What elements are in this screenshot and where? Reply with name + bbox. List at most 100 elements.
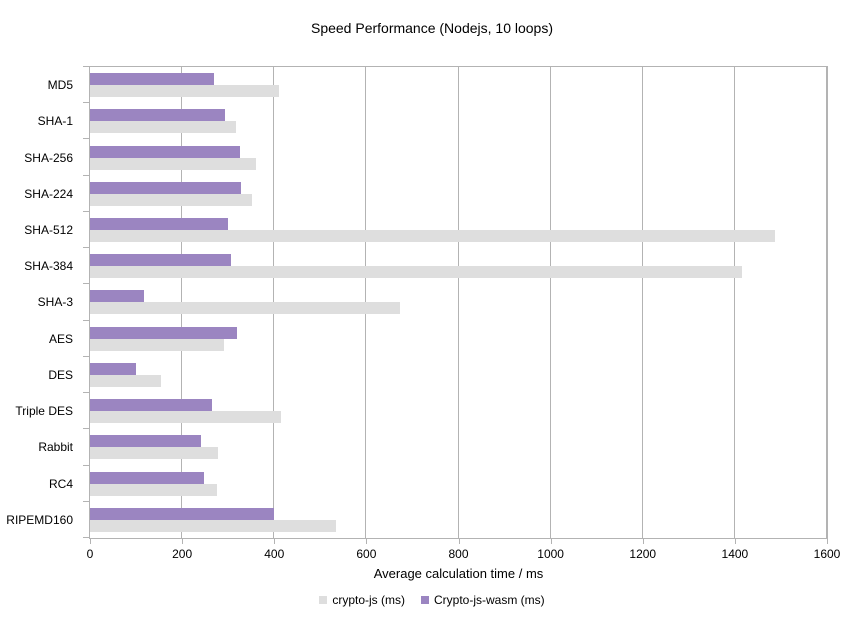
x-tick-label: 800	[448, 547, 469, 561]
x-tick-label: 0	[86, 547, 94, 561]
x-tick-mark	[827, 539, 828, 544]
legend-label: crypto-js (ms)	[332, 593, 405, 607]
bar	[90, 411, 281, 424]
y-tick-mark	[83, 283, 89, 284]
category-label: MD5	[47, 78, 73, 93]
legend-label: Crypto-js-wasm (ms)	[434, 593, 545, 607]
bar	[90, 302, 400, 315]
category-label: SHA-384	[24, 259, 73, 274]
x-axis-title: Average calculation time / ms	[373, 566, 544, 581]
chart-title: Speed Performance (Nodejs, 10 loops)	[310, 20, 554, 36]
bar	[90, 399, 212, 412]
x-tick-label: 400	[264, 547, 285, 561]
gridline	[826, 67, 827, 538]
legend-item: Crypto-js-wasm (ms)	[421, 593, 545, 607]
legend-swatch	[319, 596, 328, 604]
bar	[90, 121, 237, 134]
bar-group	[90, 466, 827, 502]
bar-group	[90, 176, 827, 212]
bar	[90, 326, 237, 339]
category-label: RIPEMD160	[6, 512, 73, 527]
bar	[90, 181, 241, 194]
bar	[90, 193, 252, 206]
y-tick-mark	[83, 428, 89, 429]
x-tick-label: 600	[356, 547, 377, 561]
x-tick-mark	[182, 539, 184, 544]
category-label: SHA-512	[24, 223, 73, 238]
category-label: AES	[48, 331, 73, 346]
plot-area	[89, 66, 828, 539]
x-tick-mark	[550, 539, 552, 544]
legend-swatch	[421, 596, 429, 604]
x-tick-mark	[734, 539, 736, 544]
legend: crypto-js (ms) Crypto-js-wasm (ms)	[0, 593, 864, 607]
bar	[90, 254, 232, 267]
category-label: RC4	[48, 476, 73, 491]
bar	[90, 73, 214, 86]
y-tick-mark	[83, 392, 89, 393]
bar	[90, 266, 743, 279]
bar-group	[90, 139, 827, 175]
x-tick-label: 1600	[813, 547, 841, 561]
y-axis-labels: MD5 SHA-1 SHA-256 SHA-224 SHA-512 SHA-384 SHA-…	[0, 66, 81, 539]
gridline	[549, 67, 551, 538]
y-tick-mark	[83, 501, 89, 502]
bar-group	[90, 103, 827, 139]
gridline	[641, 67, 643, 538]
category-label: SHA-224	[24, 186, 73, 201]
x-tick-label: 1400	[721, 547, 749, 561]
bar	[90, 338, 224, 351]
y-tick-mark	[83, 247, 89, 248]
bar	[90, 109, 226, 122]
bar	[90, 483, 217, 496]
y-tick-mark	[83, 356, 89, 357]
bar	[90, 507, 275, 520]
y-tick-mark	[83, 175, 89, 176]
bar	[90, 290, 145, 303]
bar	[90, 362, 136, 375]
category-label: Rabbit	[38, 440, 73, 455]
bar-group	[90, 212, 827, 248]
bar	[90, 519, 336, 532]
x-tick-label: 200	[172, 547, 193, 561]
bar	[90, 435, 202, 448]
bar-group	[90, 284, 827, 320]
x-tick-mark	[274, 539, 276, 544]
y-tick-mark	[83, 102, 89, 103]
x-tick-label: 1000	[537, 547, 564, 561]
y-tick-mark	[83, 211, 89, 212]
bar-group	[90, 357, 827, 393]
gridline	[733, 67, 735, 538]
bar-group	[90, 429, 827, 465]
category-label: Triple DES	[15, 404, 73, 419]
bar-group	[90, 502, 827, 538]
bar	[90, 85, 279, 98]
x-tick-label: 1200	[629, 547, 657, 561]
bar	[90, 145, 241, 158]
category-label: SHA-3	[37, 295, 73, 310]
bar-group	[90, 248, 827, 284]
x-tick-mark	[90, 539, 91, 544]
category-label: SHA-1	[37, 114, 73, 129]
y-tick-mark	[83, 465, 89, 466]
legend-item: crypto-js (ms)	[319, 593, 405, 607]
y-tick-mark	[83, 138, 89, 139]
bar-group	[90, 393, 827, 429]
gridline	[457, 67, 459, 538]
category-label: SHA-256	[24, 150, 73, 165]
bar-group	[90, 67, 827, 103]
bar	[90, 230, 775, 243]
bar	[90, 374, 162, 387]
y-tick-mark	[83, 537, 89, 538]
bar	[90, 218, 228, 231]
x-tick-mark	[458, 539, 460, 544]
x-tick-mark	[642, 539, 644, 544]
bar	[90, 447, 218, 460]
x-tick-mark	[366, 539, 368, 544]
bar	[90, 471, 205, 484]
y-tick-mark	[83, 320, 89, 321]
category-label: DES	[48, 367, 73, 382]
y-tick-mark	[83, 66, 89, 67]
bar-group	[90, 321, 827, 357]
